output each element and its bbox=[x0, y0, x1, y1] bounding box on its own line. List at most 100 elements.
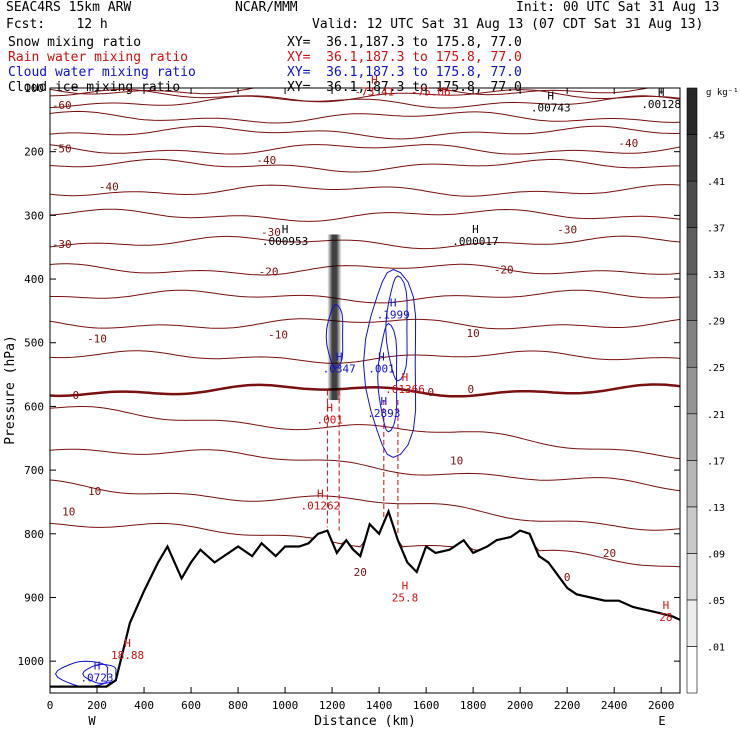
extremum-mark: H bbox=[317, 487, 324, 500]
extremum-value: .001 bbox=[316, 413, 343, 426]
temperature-label: -60 bbox=[52, 99, 72, 112]
colorbar-label: .45 bbox=[707, 131, 725, 142]
init-time: Init: 00 UTC Sat 31 Aug 13 bbox=[516, 0, 720, 15]
y-tick-label: 900 bbox=[24, 591, 44, 604]
isotherm--15 bbox=[50, 289, 680, 304]
cloud-water-contour bbox=[377, 322, 398, 433]
colorbar-label: .37 bbox=[707, 224, 725, 235]
extremum-value: .0723 bbox=[80, 671, 113, 684]
temperature-label: -10 bbox=[268, 328, 288, 341]
snow-shading bbox=[327, 234, 342, 401]
colorbar-swatch bbox=[686, 227, 698, 275]
temperature-label: 10 bbox=[88, 485, 101, 498]
x-tick-label: 2000 bbox=[507, 699, 534, 712]
extremum-mark: H bbox=[402, 580, 409, 593]
x-tick-label: 2200 bbox=[554, 699, 581, 712]
field-cloudwater-label: Cloud water mixing ratio bbox=[8, 65, 196, 80]
isotherm--20 bbox=[50, 263, 680, 276]
cloud-water-contour bbox=[325, 303, 344, 369]
y-tick-label: 100 bbox=[24, 82, 44, 95]
isotherm--70 bbox=[50, 88, 651, 96]
colorbar-swatch bbox=[686, 273, 698, 321]
isotherm-15 bbox=[50, 479, 680, 531]
x-axis: 0 200 400 600 800 1000 1200 1400 1600 1800 2000 220… bbox=[47, 88, 675, 712]
extremum-value: 25.8 bbox=[392, 592, 419, 605]
colorbar-swatch bbox=[686, 599, 698, 647]
colorbar-swatch bbox=[686, 320, 698, 368]
temperature-label: -40 bbox=[618, 137, 638, 150]
extremum-mark: H bbox=[94, 659, 101, 672]
field-rain-xy: XY= 36.1,187.3 to 175.8, 77.0 bbox=[287, 50, 522, 65]
x-tick-label: 600 bbox=[181, 699, 201, 712]
isotherm--55 bbox=[50, 110, 680, 124]
colorbar-swatch bbox=[686, 460, 698, 508]
temperature-label: 0 bbox=[428, 386, 435, 399]
temperature-label: 10 bbox=[62, 506, 75, 519]
temperature-contours bbox=[50, 88, 680, 568]
temperature-label: -20 bbox=[494, 264, 514, 277]
cloud-water-contours bbox=[54, 268, 417, 688]
x-axis-east-label: E bbox=[658, 714, 665, 728]
temperature-label: -30 bbox=[52, 238, 72, 251]
field-cloudwater-xy: XY= 36.1,187.3 to 175.8, 77.0 bbox=[287, 65, 522, 80]
isotherm--35 bbox=[50, 184, 680, 197]
colorbar-swatch bbox=[686, 506, 698, 554]
colorbar-label: .09 bbox=[707, 549, 725, 560]
y-tick-label: 800 bbox=[24, 528, 44, 541]
extremum-mark: H bbox=[472, 223, 479, 236]
x-axis-title: Distance (km) bbox=[314, 714, 416, 729]
cloud-water-contour bbox=[362, 268, 417, 458]
temperature-label: -30 bbox=[261, 226, 281, 239]
isotherm-0 bbox=[50, 383, 680, 398]
x-tick-label: 200 bbox=[87, 699, 107, 712]
temperature-label: 20 bbox=[354, 566, 367, 579]
extremum-mark: H bbox=[547, 89, 554, 102]
temperature-label: -40 bbox=[99, 181, 119, 194]
x-axis-west-label: W bbox=[88, 714, 96, 728]
colorbar-unit: g kg⁻¹ bbox=[706, 88, 739, 98]
isotherm--30 bbox=[50, 208, 680, 222]
temperature-label: 0 bbox=[73, 389, 80, 402]
y-axis-title: Pressure (hPa) bbox=[3, 335, 18, 445]
x-tick-label: 2400 bbox=[601, 699, 628, 712]
extremum-mark: H bbox=[326, 401, 333, 414]
isotherm--50 bbox=[50, 125, 680, 140]
colorbar-label: .21 bbox=[707, 410, 725, 421]
terrain-line bbox=[50, 508, 680, 688]
extremum-mark: H bbox=[402, 371, 409, 384]
isotherm-10 bbox=[50, 448, 680, 492]
colorbar-label: .41 bbox=[707, 177, 725, 188]
x-tick-label: 2600 bbox=[648, 699, 675, 712]
isotherm-5 bbox=[50, 406, 680, 460]
y-tick-label: 300 bbox=[24, 209, 44, 222]
colorbar-swatch bbox=[686, 87, 698, 135]
temperature-label: 10 bbox=[467, 327, 480, 340]
colorbar-swatch bbox=[686, 646, 698, 694]
extremum-value: .1999 bbox=[377, 308, 410, 321]
x-tick-label: 400 bbox=[134, 699, 154, 712]
temperature-label: -20 bbox=[259, 265, 279, 278]
plot-frame bbox=[49, 87, 681, 694]
isotherm--60 bbox=[50, 95, 680, 109]
extremum-value: .001 bbox=[368, 362, 395, 375]
extremum-value: 28 bbox=[659, 611, 672, 624]
extremum-value: -75.06 bbox=[411, 85, 451, 98]
extremum-value: .000953 bbox=[262, 235, 308, 248]
x-tick-label: 1400 bbox=[366, 699, 393, 712]
extremum-mark: H bbox=[380, 395, 387, 408]
isotherm--40 bbox=[50, 158, 680, 173]
extremum-mark: H bbox=[124, 637, 131, 650]
extremum-value: -73.41 bbox=[355, 85, 395, 98]
y-tick-label: 1000 bbox=[18, 655, 45, 668]
extremum-value: .0347 bbox=[323, 362, 356, 375]
y-tick-label: 600 bbox=[24, 400, 44, 413]
temperature-labels: -60 -50 -40 -40 -40 -30 -30 -30 -20 -20 -10 -10 10 0 0… bbox=[52, 99, 638, 584]
colorbar-swatch bbox=[686, 413, 698, 461]
colorbar: .01 .05 .09 .13 .17 .21 .25 .29 .33 .37 .41 .45 bbox=[686, 87, 725, 694]
x-tick-label: 1600 bbox=[413, 699, 440, 712]
y-tick-label: 200 bbox=[24, 146, 44, 159]
extremum-mark: H bbox=[390, 296, 397, 309]
snow-mixing-column bbox=[327, 234, 342, 401]
extremum-value: .000017 bbox=[452, 235, 498, 248]
